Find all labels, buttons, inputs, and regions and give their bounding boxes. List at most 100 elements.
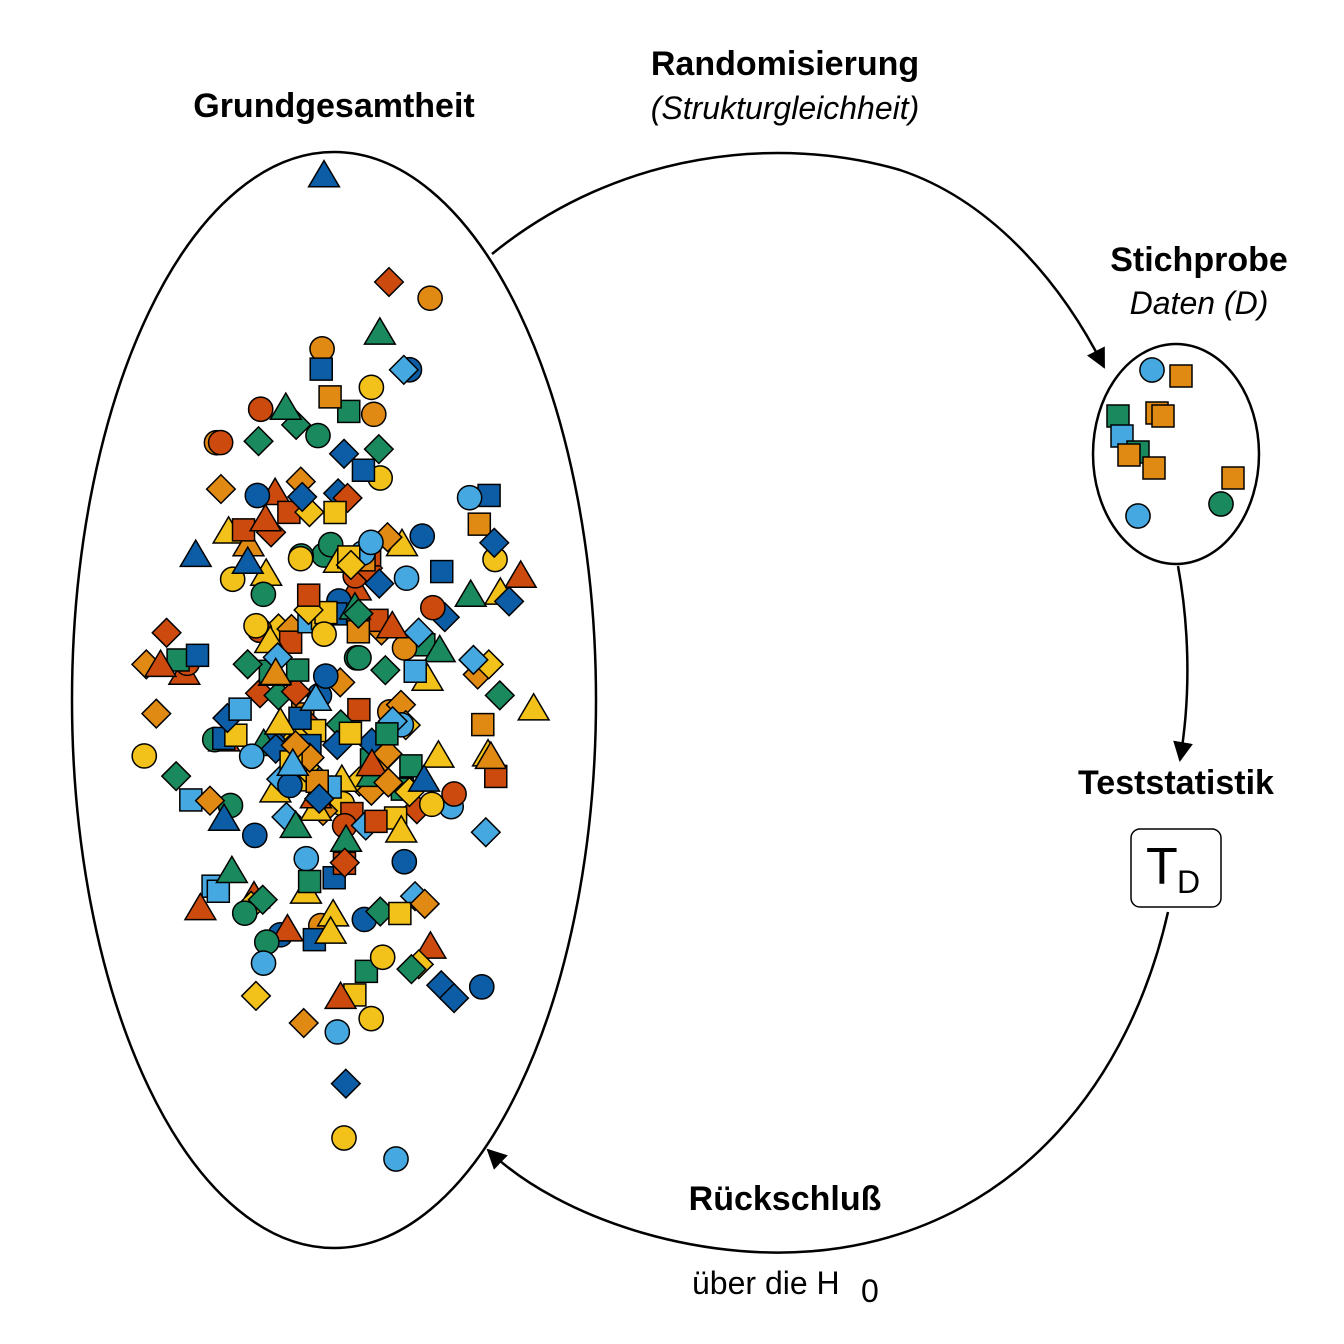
red-triangle-marker	[413, 930, 448, 959]
red-square-marker	[364, 809, 388, 834]
green-diamond-marker	[363, 433, 395, 465]
dark-blue-diamond-marker	[330, 1068, 362, 1100]
green-diamond-marker	[369, 654, 401, 686]
dark-blue-circle-marker	[244, 482, 271, 509]
population-ellipse	[70, 150, 598, 1250]
light-blue-square-marker	[206, 879, 231, 904]
dark-blue-circle-marker	[468, 974, 495, 1000]
light-blue-square-marker	[228, 697, 252, 721]
yellow-triangle-marker	[313, 915, 348, 944]
dark-blue-square-marker	[288, 706, 312, 731]
green-circle-marker	[1208, 491, 1234, 517]
yellow-square-marker	[323, 500, 347, 525]
dark-blue-circle-marker	[391, 848, 418, 875]
green-square-marker	[297, 869, 322, 894]
orange-square-marker	[1117, 443, 1141, 467]
dark-blue-diamond-marker	[363, 568, 395, 599]
red-circle-marker	[247, 396, 274, 423]
yellow-diamond-marker	[335, 549, 367, 581]
light-blue-circle-marker	[238, 743, 265, 770]
orange-circle-marker	[309, 336, 335, 362]
light-blue-circle-marker	[393, 565, 420, 592]
light-blue-circle-marker	[1125, 503, 1151, 529]
green-triangle-marker	[269, 391, 303, 421]
population-title: Grundgesamtheit	[193, 87, 474, 125]
dark-blue-circle-marker	[409, 523, 436, 550]
teststatistic-subscript: D	[1177, 864, 1200, 900]
light-blue-circle-marker	[383, 1146, 409, 1172]
yellow-circle-marker	[311, 621, 337, 647]
red-triangle-marker	[375, 610, 410, 639]
dark-blue-circle-marker	[312, 663, 339, 689]
red-diamond-marker	[244, 677, 276, 709]
red-triangle-marker	[183, 891, 218, 921]
dark-blue-diamond-marker	[493, 586, 525, 617]
red-diamond-marker	[332, 482, 363, 514]
light-blue-diamond-marker	[388, 354, 420, 386]
orange-square-marker	[1142, 456, 1166, 480]
green-square-marker	[1106, 404, 1130, 428]
orange-diamond-marker	[140, 698, 172, 729]
green-square-marker	[354, 959, 379, 984]
light-blue-circle-marker	[1139, 357, 1165, 383]
inference-arrow	[486, 911, 1170, 1254]
sample-points	[1106, 357, 1245, 529]
dark-blue-diamond-marker	[478, 527, 510, 559]
dark-blue-square-marker	[351, 458, 376, 482]
orange-diamond-marker	[194, 785, 226, 817]
green-diamond-marker	[484, 679, 516, 711]
yellow-circle-marker	[131, 743, 158, 769]
light-blue-diamond-marker	[458, 644, 489, 676]
sample-to-statistic-arrow	[1173, 565, 1193, 762]
sample-title: Stichprobe	[1110, 241, 1288, 279]
orange-square-marker	[467, 512, 492, 536]
light-blue-circle-marker	[250, 950, 277, 977]
yellow-circle-marker	[358, 1005, 385, 1032]
orange-diamond-marker	[409, 888, 441, 920]
randomization-subtitle: (Strukturgleichheit)	[651, 90, 920, 126]
orange-diamond-marker	[373, 767, 404, 798]
green-triangle-marker	[363, 316, 397, 345]
green-circle-marker	[250, 581, 277, 608]
population-points	[130, 159, 551, 1172]
teststatistic-symbol: T	[1146, 838, 1178, 896]
orange-triangle-marker	[259, 656, 293, 686]
orange-circle-marker	[360, 401, 387, 428]
red-diamond-marker	[329, 847, 361, 879]
yellow-triangle-marker	[516, 692, 551, 721]
light-blue-triangle-marker	[299, 682, 333, 712]
orange-square-marker	[1169, 364, 1193, 388]
dark-blue-diamond-marker	[286, 481, 318, 513]
orange-circle-marker	[417, 285, 443, 312]
yellow-square-marker	[338, 721, 363, 746]
green-square-marker	[337, 399, 361, 424]
light-blue-circle-marker	[324, 1019, 351, 1045]
light-blue-square-marker	[403, 659, 427, 683]
green-diamond-marker	[396, 953, 427, 985]
yellow-circle-marker	[358, 374, 385, 401]
dark-blue-triangle-marker	[207, 802, 241, 832]
dark-blue-triangle-marker	[307, 159, 341, 188]
green-circle-marker	[305, 422, 331, 449]
dark-blue-triangle-marker	[178, 538, 213, 568]
red-square-marker	[296, 583, 321, 607]
sample-ellipse	[1091, 342, 1261, 566]
green-diamond-marker	[247, 884, 279, 916]
red-circle-marker	[419, 594, 446, 621]
orange-square-marker	[1151, 404, 1175, 428]
light-blue-diamond-marker	[470, 816, 502, 848]
red-diamond-marker	[373, 266, 405, 298]
red-square-marker	[347, 697, 371, 722]
green-circle-marker	[346, 645, 372, 671]
red-triangle-marker	[143, 648, 178, 678]
orange-triangle-marker	[474, 740, 508, 770]
green-diamond-marker	[343, 598, 374, 630]
yellow-circle-marker	[287, 545, 314, 572]
teststatistic-title: Teststatistik	[1078, 764, 1274, 802]
yellow-triangle-marker	[384, 814, 418, 843]
dark-blue-triangle-marker	[407, 763, 441, 792]
orange-square-marker	[471, 712, 495, 737]
light-blue-circle-marker	[456, 484, 483, 511]
green-triangle-marker	[453, 578, 488, 608]
